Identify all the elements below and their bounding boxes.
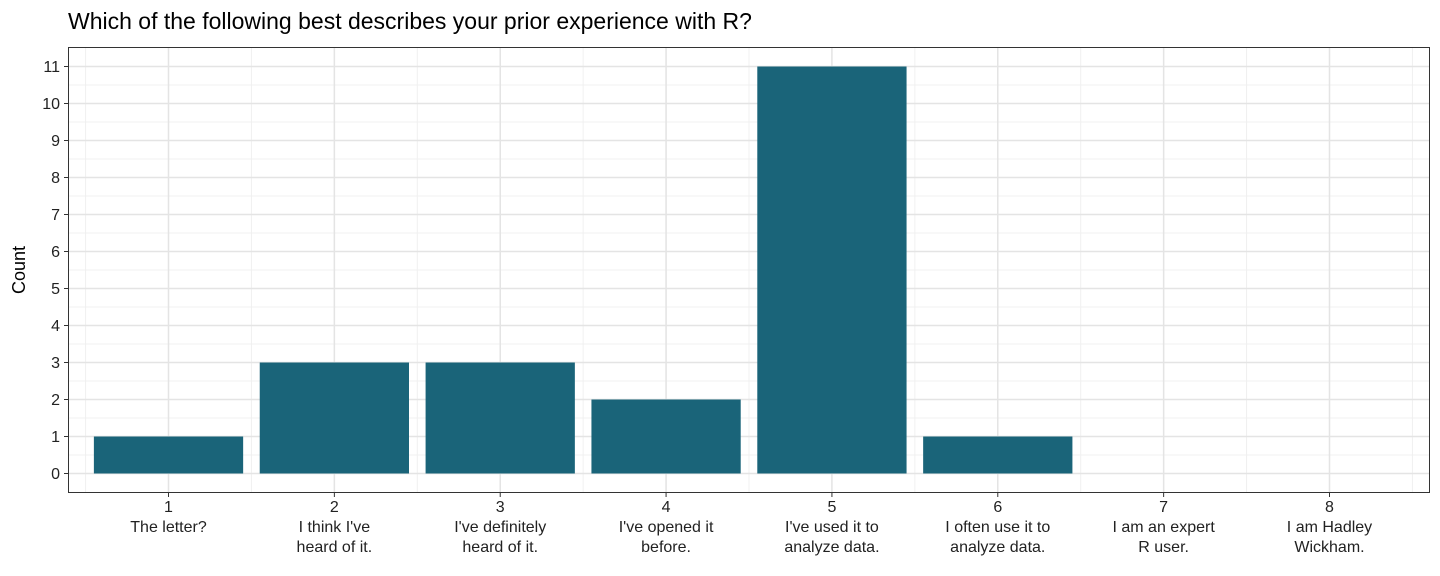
y-tick-label: 0: [51, 466, 60, 483]
grid-lines: [69, 48, 1429, 492]
y-tick-label: 7: [51, 207, 60, 224]
y-tick-label: 1: [51, 429, 60, 446]
y-tick-label: 3: [51, 355, 60, 372]
x-tick-label: 3 I've definitely heard of it.: [454, 499, 546, 556]
y-tick-label: 11: [43, 59, 60, 76]
bar: [93, 436, 244, 474]
y-axis: 0 1 2 3 4 5 6 7 8 9 10 11: [42, 59, 69, 483]
x-axis: 1 The letter? 2 I think I've heard of it. 3 I'…: [130, 492, 1372, 556]
x-tick-label: 5 I've used it to analyze data.: [784, 499, 879, 556]
y-tick-label: 9: [51, 133, 60, 150]
y-tick-label: 8: [51, 170, 60, 187]
bar: [591, 399, 741, 474]
x-tick-label: 1 The letter?: [130, 499, 207, 536]
bar: [757, 66, 907, 474]
chart-title: Which of the following best describes yo…: [68, 8, 752, 34]
bar: [923, 436, 1073, 474]
y-tick-label: 6: [51, 244, 60, 261]
y-tick-label: 10: [42, 96, 60, 113]
bar: [259, 362, 409, 474]
y-tick-label: 4: [51, 318, 60, 335]
y-tick-label: 5: [51, 281, 60, 298]
bar: [425, 362, 575, 474]
y-axis-label: Count: [9, 246, 29, 294]
x-tick-label: 4 I've opened it before.: [619, 499, 714, 556]
bars: [93, 66, 1073, 474]
y-tick-label: 2: [51, 392, 60, 409]
plot-border: [68, 47, 1430, 493]
